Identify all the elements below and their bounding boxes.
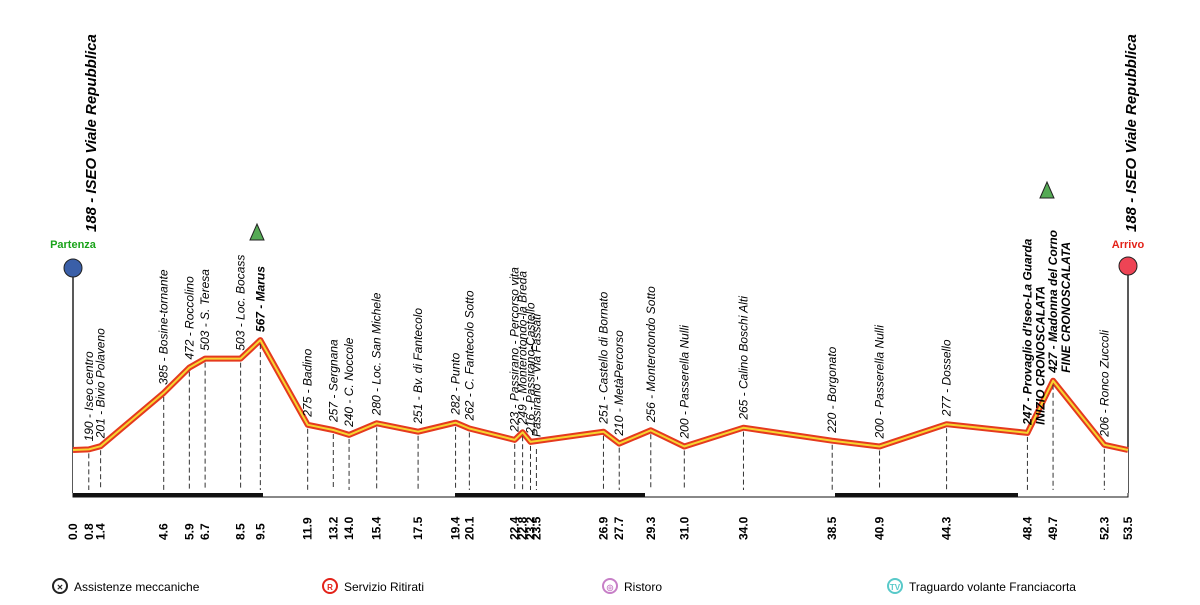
waypoint-label: 251 - Castello di Bornato <box>596 291 610 424</box>
km-label: 14.0 <box>342 516 356 540</box>
km-label: 0.0 <box>66 523 80 540</box>
waypoint-label: 206 - Ronco Zuccoli <box>1097 330 1111 438</box>
waypoint-label: 280 - Loc. San Michele <box>370 292 384 416</box>
km-label: 17.5 <box>411 516 425 540</box>
km-label: 13.2 <box>326 516 340 540</box>
km-label: 9.5 <box>253 523 267 540</box>
waypoint-label: 216 - Passirano-Castello <box>523 302 537 435</box>
waypoint-label: 201 - Bivio Polaveno <box>94 328 108 439</box>
start-label: 188 - ISEO Viale Repubblica <box>83 34 100 232</box>
km-label: 8.5 <box>234 523 248 540</box>
legend-symbol: ✕ <box>57 583 64 592</box>
start-icon <box>63 258 83 278</box>
waypoint-label: 220 - Borgonato <box>825 346 839 433</box>
waypoint-note: INIZIO CRONOSCALATA <box>1033 286 1047 425</box>
legend-label: Ristoro <box>624 580 662 594</box>
waypoint-label: Passirano - Via Fassati <box>529 314 543 437</box>
km-label: 26.9 <box>596 516 610 540</box>
waypoint-label: 240 - C. Noccole <box>342 337 356 428</box>
waypoint-label: 190 - Iseo centro <box>82 351 96 441</box>
km-label: 15.4 <box>370 516 384 540</box>
axis-seg <box>455 491 645 497</box>
waypoint-label: 503 - S. Teresa <box>198 269 212 351</box>
km-label: 23.2 <box>523 516 537 540</box>
km-label: 11.9 <box>301 517 315 540</box>
waypoint-label: 472 - Roccolino <box>182 276 196 360</box>
waypoint-label: 503 - Loc. Bocass <box>234 255 248 351</box>
waypoint-label: 200 - Passerella Nulli <box>873 325 887 440</box>
km-label: 29.3 <box>644 516 658 540</box>
km-label: 49.7 <box>1046 516 1060 540</box>
start-tag: Partenza <box>50 239 97 251</box>
finish-label: 188 - ISEO Viale Repubblica <box>1123 34 1140 232</box>
legend-symbol: R <box>327 583 333 592</box>
legend-icon <box>322 578 338 594</box>
profile-fill <box>73 340 1128 493</box>
km-label: 22.4 <box>508 516 522 540</box>
finish-icon <box>1118 256 1138 276</box>
legend-icon <box>52 578 68 594</box>
km-label: 4.6 <box>157 523 171 540</box>
km-label: 31.0 <box>677 516 691 540</box>
km-label: 5.9 <box>182 523 196 540</box>
waypoint-label: 200 - Passerella Nulli <box>677 325 691 440</box>
waypoint-label: 262 - C. Fantecolo Sotto <box>462 290 476 421</box>
km-label: 6.7 <box>198 523 212 540</box>
waypoint-label: 247 - Provaglio d'Iseo-La Guarda <box>1020 238 1034 426</box>
legend-label: Traguardo volante Franciacorta <box>909 580 1076 594</box>
km-label: 19.4 <box>449 516 463 540</box>
km-label: 40.9 <box>873 516 887 540</box>
waypoint-label: 223 - Passirano - Percorso vita <box>508 267 522 433</box>
climb-icon <box>249 222 265 241</box>
finish-tag: Arrivo <box>1112 239 1145 251</box>
climb-icon <box>1039 180 1055 199</box>
waypoint-label: 210 - MetàPercorso <box>612 330 626 437</box>
axis-seg <box>73 491 263 497</box>
waypoint-label: 277 - Dossello <box>940 339 954 417</box>
profile-inner <box>72 339 1129 451</box>
legend-symbol: ◎ <box>607 583 614 592</box>
waypoint-label: 265 - Calino Boschi Alti <box>736 296 750 421</box>
waypoint-label: 256 - Monterotondo Sotto <box>644 286 658 423</box>
legend-icon <box>887 578 903 594</box>
waypoint-label: 385 - Bosine-tornante <box>157 269 171 385</box>
legend-label: Servizio Ritirati <box>344 580 424 594</box>
km-label: 20.1 <box>462 516 476 540</box>
waypoint-label: 282 - Punto <box>449 352 463 415</box>
waypoint-label: 251 - Bv. di Fantecolo <box>411 308 425 425</box>
waypoint-label: 275 - Badino <box>301 348 315 417</box>
waypoint-label: 249 - Monterotondo-la Breda <box>516 271 530 426</box>
waypoint-label: 427 - Madonna del Corno <box>1046 230 1060 374</box>
waypoint-label: 567 - Marus <box>253 266 267 332</box>
km-label: 52.3 <box>1097 516 1111 540</box>
legend-icon <box>602 578 618 594</box>
km-label: 22.8 <box>516 516 530 540</box>
waypoint-note: FINE CRONOSCALATA <box>1059 242 1073 373</box>
axis-seg <box>835 491 1018 497</box>
waypoint-label: 257 - Sergnana <box>326 339 340 423</box>
km-label: 23.5 <box>529 516 543 540</box>
km-label: 53.5 <box>1121 516 1135 540</box>
km-label: 27.7 <box>612 516 626 540</box>
km-label: 48.4 <box>1020 516 1034 540</box>
legend-symbol: TV <box>890 583 901 592</box>
km-label: 44.3 <box>940 516 954 540</box>
km-label: 34.0 <box>736 516 750 540</box>
legend-label: Assistenze meccaniche <box>74 580 200 594</box>
km-label: 0.8 <box>82 523 96 540</box>
km-label: 38.5 <box>825 516 839 540</box>
km-label: 1.4 <box>94 523 108 540</box>
